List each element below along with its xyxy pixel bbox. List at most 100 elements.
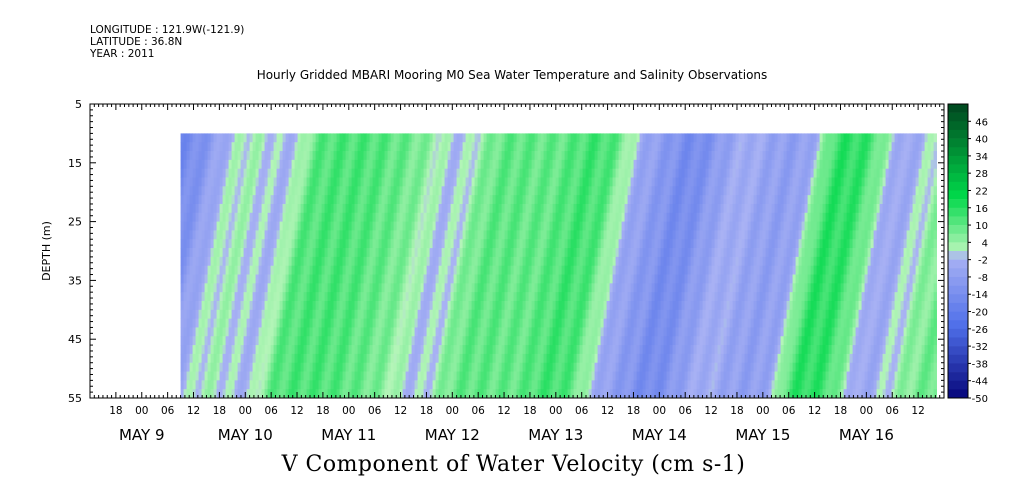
heatmap-cell (543, 230, 547, 240)
heatmap-cell (498, 151, 502, 161)
heatmap-cell (666, 336, 670, 346)
heatmap-cell (396, 345, 400, 355)
heatmap-cell (303, 203, 307, 214)
heatmap-cell (345, 353, 349, 364)
heatmap-cell (420, 159, 424, 170)
heatmap-cell (354, 345, 358, 355)
heatmap-cell (516, 142, 520, 152)
heatmap-cell (591, 177, 595, 187)
heatmap-cell (567, 283, 571, 293)
heatmap-cell (465, 265, 469, 275)
heatmap-cell (288, 362, 292, 372)
heatmap-cell (393, 239, 397, 249)
heatmap-cell (504, 371, 508, 381)
heatmap-cell (426, 168, 430, 178)
heatmap-cell (573, 221, 577, 231)
heatmap-cell (399, 318, 403, 328)
heatmap-cell (411, 362, 415, 372)
heatmap-cell (417, 195, 421, 205)
heatmap-cell (591, 230, 595, 240)
heatmap-cell (303, 256, 307, 267)
heatmap-cell (621, 142, 625, 152)
heatmap-cell (378, 168, 382, 178)
heatmap-cell (645, 151, 649, 161)
heatmap-cell (207, 353, 211, 364)
heatmap-cell (489, 159, 493, 170)
heatmap-cell (330, 248, 334, 258)
heatmap-cell (207, 309, 211, 320)
heatmap-cell (366, 212, 370, 222)
heatmap-cell (324, 380, 328, 390)
heatmap-cell (351, 353, 355, 364)
heatmap-cell (594, 318, 598, 328)
heatmap-cell (639, 151, 643, 161)
heatmap-cell (441, 212, 445, 222)
heatmap-cell (288, 389, 292, 399)
heatmap-cell (567, 345, 571, 355)
heatmap-cell (504, 159, 508, 170)
heatmap-cell (405, 336, 409, 346)
heatmap-cell (240, 362, 244, 372)
heatmap-cell (531, 371, 535, 381)
heatmap-cell (429, 283, 433, 293)
heatmap-cell (234, 345, 238, 355)
heatmap-cell (348, 159, 352, 170)
heatmap-cell (636, 221, 640, 231)
heatmap-cell (486, 239, 490, 249)
heatmap-cell (390, 309, 394, 320)
heatmap-cell (618, 389, 622, 399)
heatmap-cell (516, 256, 520, 267)
heatmap-cell (621, 239, 625, 249)
heatmap-cell (618, 327, 622, 337)
heatmap-cell (507, 345, 511, 355)
heatmap-cell (417, 380, 421, 390)
heatmap-cell (438, 195, 442, 205)
heatmap-cell (417, 336, 421, 346)
heatmap-cell (591, 256, 595, 267)
heatmap-cell (639, 380, 643, 390)
heatmap-cell (351, 362, 355, 372)
heatmap-cell (612, 177, 616, 187)
heatmap-cell (468, 195, 472, 205)
heatmap-cell (435, 212, 439, 222)
heatmap-cell (204, 362, 208, 372)
heatmap-cell (252, 256, 256, 267)
heatmap-cell (504, 142, 508, 152)
heatmap-cell (306, 221, 310, 231)
heatmap-cell (435, 309, 439, 320)
heatmap-cell (333, 274, 337, 284)
heatmap-cell (630, 159, 634, 170)
heatmap-cell (183, 151, 187, 161)
heatmap-cell (363, 283, 367, 293)
heatmap-cell (213, 283, 217, 293)
heatmap-cell (588, 274, 592, 284)
heatmap-cell (660, 142, 664, 152)
heatmap-cell (402, 283, 406, 293)
heatmap-cell (264, 159, 268, 170)
heatmap-cell (408, 221, 412, 231)
heatmap-cell (300, 336, 304, 346)
heatmap-cell (279, 380, 283, 390)
heatmap-cell (357, 195, 361, 205)
heatmap-cell (468, 336, 472, 346)
heatmap-cell (528, 327, 532, 337)
heatmap-cell (237, 186, 241, 196)
heatmap-cell (552, 256, 556, 267)
heatmap-cell (345, 389, 349, 399)
heatmap-cell (186, 177, 190, 187)
heatmap-cell (561, 239, 565, 249)
heatmap-cell (513, 195, 517, 205)
heatmap-cell (234, 371, 238, 381)
heatmap-cell (240, 133, 244, 143)
heatmap-cell (627, 230, 631, 240)
heatmap-cell (276, 300, 280, 311)
heatmap-cell (315, 195, 319, 205)
heatmap-cell (231, 292, 235, 302)
heatmap-cell (282, 265, 286, 275)
heatmap-cell (582, 327, 586, 337)
heatmap-cell (408, 380, 412, 390)
heatmap-cell (657, 168, 661, 178)
heatmap-cell (411, 371, 415, 381)
heatmap-cell (450, 345, 454, 355)
heatmap-cell (522, 283, 526, 293)
